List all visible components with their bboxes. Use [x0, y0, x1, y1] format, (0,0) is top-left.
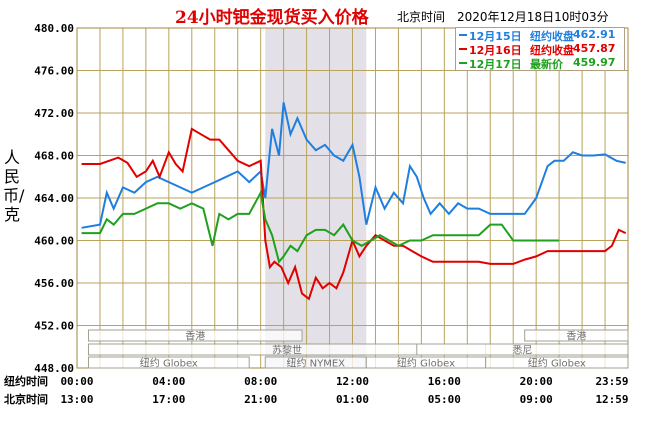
x-row-label-bj: 北京时间 — [4, 392, 48, 406]
session-label: 纽约 Globex — [397, 357, 455, 370]
legend-label: 最新价 — [530, 58, 563, 71]
y-axis-label: 人民币/克 — [3, 148, 25, 224]
legend-date: 12月15日 — [469, 30, 522, 43]
session-label: 纽约 NYMEX — [286, 357, 345, 370]
series-line-12月15日 — [81, 102, 626, 229]
session-label: 苏黎世 — [272, 344, 302, 357]
session-label: 香港 — [185, 331, 205, 343]
legend-value: 457.87 — [573, 42, 616, 55]
session-box — [87, 329, 303, 342]
x-tick-label-bj: 12:59 — [595, 393, 628, 406]
session-label: 香港 — [566, 331, 586, 343]
x-tick-label-bj: 13:00 — [60, 393, 93, 406]
session-label: 纽约 Globex — [140, 357, 198, 370]
x-tick-label-ny: 08:00 — [244, 375, 277, 388]
session-label: 悉尼 — [512, 345, 532, 357]
legend-date: 12月16日 — [469, 44, 522, 57]
legend-item: 12月17日 最新价 459.97 — [456, 56, 624, 71]
session-box — [485, 356, 629, 369]
session-box — [87, 356, 250, 369]
legend-swatch — [459, 48, 467, 50]
x-row-label-ny: 纽约时间 — [4, 374, 48, 388]
y-tick-label: 468.00 — [34, 150, 74, 163]
y-tick-label: 452.00 — [34, 320, 74, 333]
x-tick-label-bj: 21:00 — [244, 393, 277, 406]
session-box — [416, 343, 629, 356]
legend-value: 462.91 — [573, 28, 616, 41]
session-box — [524, 329, 629, 342]
legend-label: 纽约收盘 — [530, 44, 574, 57]
x-tick-label-ny: 12:00 — [336, 375, 369, 388]
y-tick-label: 464.00 — [34, 192, 74, 205]
timestamp: 北京时间 2020年12月18日10时03分 — [397, 10, 609, 24]
legend-item: 12月16日 纽约收盘 457.87 — [456, 42, 624, 57]
legend-date: 12月17日 — [469, 58, 522, 71]
x-tick-label-ny: 04:00 — [152, 375, 185, 388]
session-label: 纽约 Globex — [528, 357, 586, 370]
chart-title: 24小时钯金现货买入价格 — [175, 8, 369, 28]
x-tick-label-bj: 17:00 — [152, 393, 185, 406]
series-line-12月17日 — [81, 189, 560, 264]
legend-swatch — [459, 62, 467, 64]
x-tick-label-bj: 01:00 — [336, 393, 369, 406]
y-tick-label: 460.00 — [34, 235, 74, 248]
y-tick-label: 448.00 — [34, 362, 74, 375]
y-tick-label: 456.00 — [34, 277, 74, 290]
x-tick-label-ny: 20:00 — [520, 375, 553, 388]
legend-value: 459.97 — [573, 56, 616, 69]
y-tick-label: 472.00 — [34, 107, 74, 120]
legend-item: 12月15日 纽约收盘 462.91 — [456, 28, 624, 43]
y-tick-label: 480.00 — [34, 22, 74, 35]
x-tick-label-bj: 05:00 — [428, 393, 461, 406]
legend-label: 纽约收盘 — [530, 30, 574, 43]
x-tick-label-ny: 00:00 — [60, 375, 93, 388]
x-tick-label-ny: 23:59 — [595, 375, 628, 388]
x-tick-label-ny: 16:00 — [428, 375, 461, 388]
legend: 12月15日 纽约收盘 462.91 12月16日 纽约收盘 457.87 12… — [455, 27, 625, 71]
legend-swatch — [459, 34, 467, 36]
series-line-12月16日 — [81, 127, 627, 301]
x-tick-label-bj: 09:00 — [520, 393, 553, 406]
y-tick-label: 476.00 — [34, 65, 74, 78]
